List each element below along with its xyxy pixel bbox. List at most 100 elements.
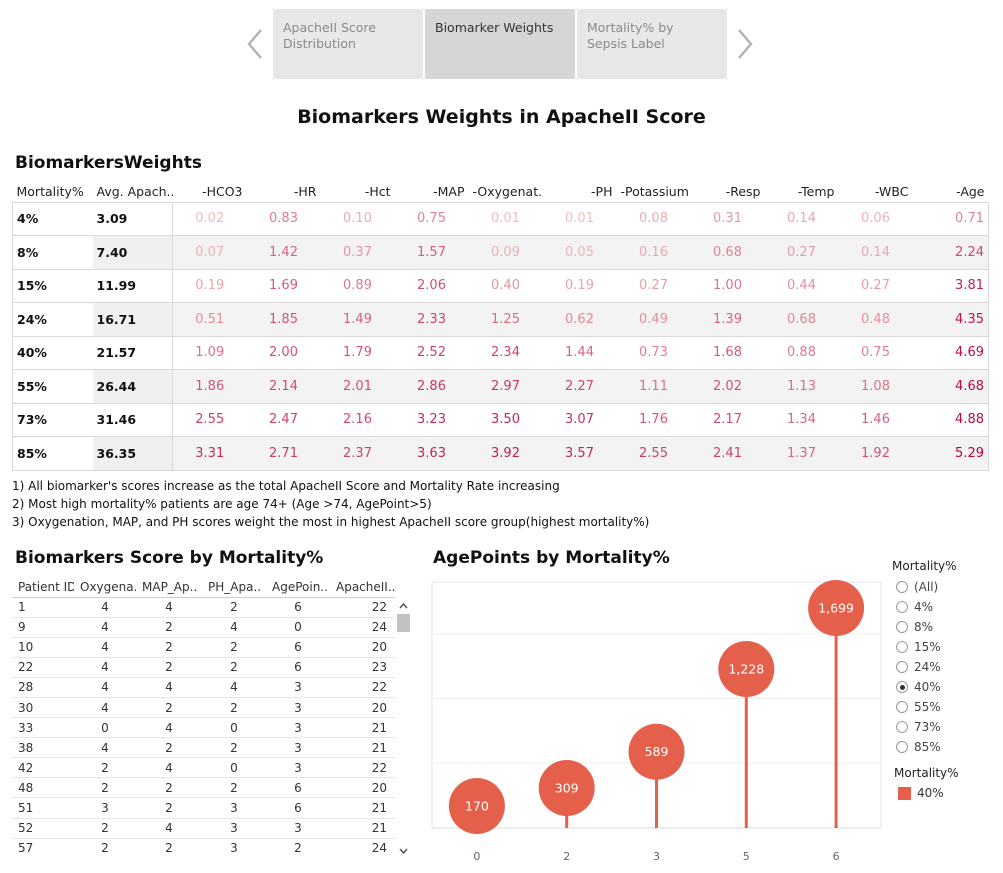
weight-cell: 2.14	[246, 369, 321, 404]
radio-button[interactable]	[896, 661, 908, 673]
scroll-up-button[interactable]	[396, 598, 411, 612]
weight-cell: 2.47	[246, 403, 321, 437]
score-cell: 2	[202, 657, 266, 678]
radio-button[interactable]	[896, 641, 908, 653]
filter-option[interactable]: 55%	[896, 697, 941, 717]
filter-option[interactable]: 24%	[896, 657, 941, 677]
weight-cell: 1.69	[246, 269, 321, 303]
filter-option[interactable]: 85%	[896, 737, 941, 757]
score-cell: 3	[266, 677, 330, 698]
table-row[interactable]: 10 4 2 2 6 20	[12, 637, 395, 658]
filter-option[interactable]: 4%	[896, 597, 941, 617]
score-header-cell[interactable]: MAP_Ap..	[136, 577, 202, 598]
lollipop-bubble[interactable]	[448, 777, 505, 834]
score-cell: 2	[136, 697, 202, 719]
filter-option[interactable]: (All)	[896, 577, 941, 597]
filter-option-label: 40%	[914, 680, 941, 694]
weights-row: 40% 21.57 1.09 2.00 1.79 2.52 2.34 1.44 0.73 1.68…	[12, 336, 989, 370]
table-row[interactable]: 30 4 2 2 3 20	[12, 697, 395, 719]
table-row[interactable]: 57 2 2 3 2 24	[12, 838, 395, 857]
weight-cell: 1.49	[320, 302, 395, 337]
score-cell: 2	[74, 757, 136, 779]
weight-cell: 0.08	[616, 202, 691, 236]
weight-cell: 2.00	[246, 336, 321, 370]
radio-button[interactable]	[896, 721, 908, 733]
score-header-cell[interactable]: Patient ID	[12, 577, 74, 598]
score-cell: 9	[12, 617, 74, 638]
filter-option[interactable]: 8%	[896, 617, 941, 637]
table-row[interactable]: 52 2 4 3 3 21	[12, 818, 395, 839]
chevron-up-icon	[399, 602, 408, 609]
table-row[interactable]: 1 4 4 2 6 22	[12, 597, 395, 618]
weights-header-cell: -Age	[912, 182, 989, 203]
story-tab-biomarker-weights[interactable]: Biomarker Weights	[425, 9, 575, 79]
table-row[interactable]: 33 0 4 0 3 21	[12, 717, 395, 739]
score-header-cell[interactable]: Oxygena..	[74, 577, 136, 598]
score-table-scrollbar[interactable]	[396, 598, 411, 857]
story-tab-mortality-sepsis[interactable]: Mortality% by Sepsis Label	[577, 9, 727, 79]
score-cell: 57	[12, 838, 74, 857]
score-cell: 2	[202, 777, 266, 799]
table-row[interactable]: 9 4 2 4 0 24	[12, 617, 395, 638]
radio-button[interactable]	[896, 701, 908, 713]
lollipop-bubble[interactable]	[808, 580, 865, 637]
score-header-cell[interactable]: AgePoin..	[266, 577, 330, 598]
table-row[interactable]: 51 3 2 3 6 21	[12, 797, 395, 819]
lollipop-bubble[interactable]	[718, 641, 775, 698]
weight-cell: 0.40	[468, 269, 543, 303]
weight-cell: 2.37	[320, 436, 395, 471]
weight-cell: 3.07	[542, 403, 617, 437]
lollipop-bubble[interactable]	[628, 723, 685, 780]
score-header-cell[interactable]: PH_Apa..	[202, 577, 266, 598]
table-row[interactable]: 38 4 2 2 3 21	[12, 737, 395, 759]
x-tick-label: 2	[563, 850, 570, 863]
score-header-cell[interactable]: ApacheII..	[330, 577, 395, 598]
weight-cell: 0.10	[320, 202, 395, 236]
radio-button[interactable]	[896, 601, 908, 613]
weights-header-cell: -Resp	[690, 182, 765, 203]
weight-cell: 0.44	[764, 269, 839, 303]
score-table-title: Biomarkers Score by Mortality%	[15, 548, 324, 568]
table-row[interactable]: 22 4 2 2 6 23	[12, 657, 395, 678]
story-tab-apache-distribution[interactable]: ApacheII Score Distribution	[273, 9, 423, 79]
biomarker-score-table: Patient ID Oxygena.. MAP_Ap.. PH_Apa.. AgePo…	[12, 577, 395, 857]
weight-cell: 0.48	[838, 302, 913, 337]
radio-button[interactable]	[896, 621, 908, 633]
score-cell: 22	[330, 677, 395, 698]
next-story-button[interactable]	[733, 24, 757, 64]
filter-option[interactable]: 73%	[896, 717, 941, 737]
lollipop-bubble[interactable]	[538, 759, 595, 816]
table-row[interactable]: 48 2 2 2 6 20	[12, 777, 395, 799]
filter-option[interactable]: 15%	[896, 637, 941, 657]
table-row[interactable]: 28 4 4 4 3 22	[12, 677, 395, 698]
weight-cell: 2.52	[394, 336, 469, 370]
weight-cell: 1.85	[246, 302, 321, 337]
scroll-down-button[interactable]	[396, 843, 411, 857]
radio-button[interactable]	[896, 681, 908, 693]
filter-option[interactable]: 40%	[896, 677, 941, 697]
story-tab-label: Biomarker Weights	[435, 20, 554, 35]
score-cell: 21	[330, 737, 395, 759]
score-cell: 38	[12, 737, 74, 759]
data-label: 1,699	[818, 601, 854, 616]
weight-cell: 0.07	[172, 235, 247, 270]
avg-apache-cell: 26.44	[92, 369, 173, 404]
filter-option-label: 73%	[914, 720, 941, 734]
radio-button[interactable]	[896, 741, 908, 753]
weight-cell: 1.46	[838, 403, 913, 437]
score-cell: 3	[266, 818, 330, 839]
score-cell: 6	[266, 637, 330, 658]
previous-story-button[interactable]	[243, 24, 267, 64]
radio-button[interactable]	[896, 581, 908, 593]
score-cell: 20	[330, 697, 395, 719]
weight-cell: 2.02	[690, 369, 765, 404]
weight-cell: 4.69	[912, 336, 989, 370]
mortality-filter: (All) 4% 8% 15% 24% 40% 55% 73% 85%	[896, 577, 941, 757]
weight-cell: 3.57	[542, 436, 617, 471]
table-row[interactable]: 42 2 4 0 3 22	[12, 757, 395, 779]
scroll-thumb[interactable]	[397, 614, 410, 632]
score-cell: 4	[74, 637, 136, 658]
weight-cell: 4.88	[912, 403, 989, 437]
score-table-viewport[interactable]: Patient ID Oxygena.. MAP_Ap.. PH_Apa.. AgePo…	[12, 577, 412, 857]
x-tick-label: 6	[833, 850, 840, 863]
